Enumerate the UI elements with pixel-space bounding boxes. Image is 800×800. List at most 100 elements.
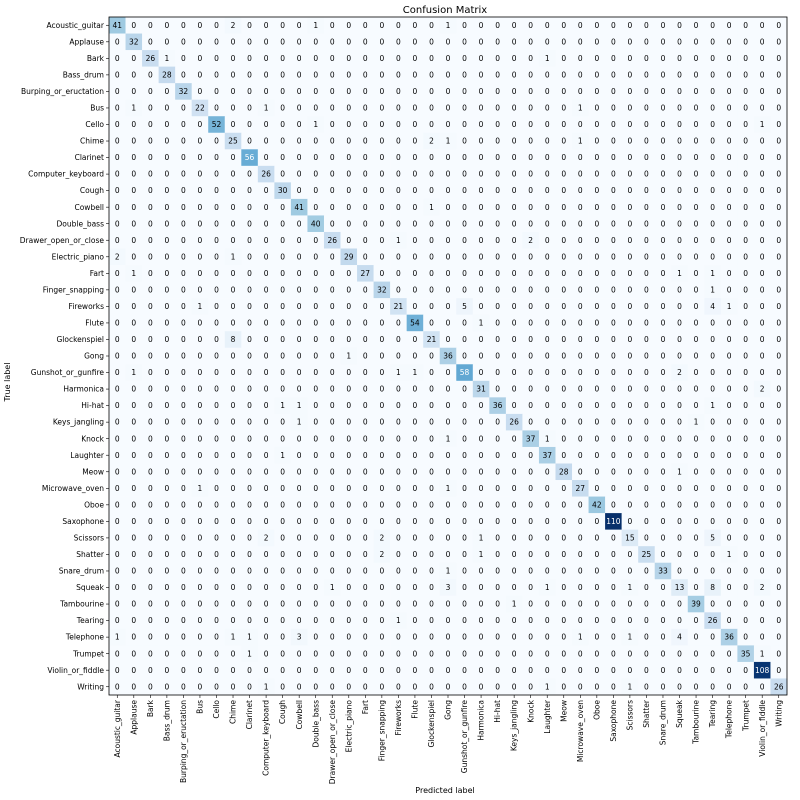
cell-value-label: 0 [727,70,732,79]
cell-value-label: 0 [644,54,649,63]
cell-value-label: 0 [727,666,732,675]
cell-value-label: 0 [611,21,616,30]
cell-value-label: 58 [460,368,470,377]
cell-value-label: 0 [413,21,418,30]
cell-value-label: 0 [628,236,633,245]
y-tick-label: Drawer_open_or_close [20,236,105,245]
cell-value-label: 0 [214,517,219,526]
heatmap-cell [323,215,341,233]
cell-value-label: 0 [628,451,633,460]
heatmap-cell [555,17,573,34]
cell-value-label: 0 [313,467,318,476]
cell-value-label: 0 [280,352,285,361]
cell-value-label: 0 [743,633,748,642]
cell-value-label: 0 [181,54,186,63]
cell-value-label: 0 [181,500,186,509]
heatmap-cell [704,149,722,167]
cell-value-label: 0 [495,633,500,642]
heatmap-cell [323,50,341,67]
heatmap-cell [373,99,391,117]
heatmap-cell [654,99,672,117]
heatmap-cell [737,17,755,34]
heatmap-cell [538,99,556,117]
cell-value-label: 0 [760,633,765,642]
heatmap-cell [357,33,374,51]
cell-value-label: 27 [576,484,586,493]
cell-value-label: 0 [379,401,384,410]
heatmap-cell [175,99,192,117]
cell-value-label: 0 [115,352,120,361]
heatmap-cell [257,17,275,34]
cell-value-label: 0 [346,87,351,96]
cell-value-label: 0 [462,583,467,592]
heatmap-cell [290,198,308,216]
heatmap-cell [357,99,374,117]
cell-value-label: 0 [313,550,318,559]
cell-value-label: 0 [131,517,136,526]
cell-value-label: 56 [245,153,255,162]
cell-value-label: 0 [743,87,748,96]
cell-value-label: 0 [164,534,169,543]
cell-value-label: 0 [115,418,120,427]
cell-value-label: 0 [628,54,633,63]
cell-value-label: 0 [363,517,368,526]
cell-value-label: 0 [247,467,252,476]
cell-value-label: 0 [264,236,269,245]
cell-value-label: 0 [181,682,186,691]
cell-value-label: 0 [148,269,153,278]
heatmap-cell [522,165,540,183]
heatmap-cell [175,66,192,84]
heatmap-cell [307,99,325,117]
cell-value-label: 0 [528,170,533,179]
cell-value-label: 0 [363,600,368,609]
cell-value-label: 0 [611,170,616,179]
cell-value-label: 0 [594,153,599,162]
cell-value-label: 0 [776,616,781,625]
cell-value-label: 0 [528,517,533,526]
y-tick-label: Laughter [70,451,105,460]
cell-value-label: 0 [313,203,318,212]
cell-value-label: 0 [594,54,599,63]
cell-value-label: 0 [628,385,633,394]
cell-value-label: 0 [330,21,335,30]
cell-value-label: 0 [330,666,335,675]
cell-value-label: 0 [727,451,732,460]
x-tick-label: Saxophone [609,700,618,742]
cell-value-label: 0 [247,418,252,427]
cell-value-label: 0 [727,219,732,228]
cell-value-label: 0 [231,401,236,410]
cell-value-label: 0 [131,600,136,609]
y-tick-label: Saxophone [62,517,104,526]
heatmap-cell [274,83,292,100]
cell-value-label: 0 [727,54,732,63]
heatmap-cell [125,83,143,100]
cell-value-label: 0 [148,219,153,228]
heatmap-cell [158,149,176,167]
y-axis-ticks: Acoustic_guitarApplauseBarkBass_drumBurp… [20,21,109,691]
heatmap-cell [241,165,259,183]
cell-value-label: 0 [611,269,616,278]
cell-value-label: 0 [611,550,616,559]
cell-value-label: 0 [578,120,583,129]
cell-value-label: 0 [628,120,633,129]
cell-value-label: 0 [677,484,682,493]
cell-value-label: 0 [131,567,136,576]
cell-value-label: 0 [280,236,285,245]
cell-value-label: 0 [776,666,781,675]
x-tick-label: Computer_keyboard [262,700,271,776]
cell-value-label: 0 [677,600,682,609]
cell-value-label: 0 [628,37,633,46]
cell-value-label: 0 [512,302,517,311]
cell-value-label: 0 [578,335,583,344]
heatmap-cell [505,99,523,117]
cell-value-label: 0 [743,203,748,212]
cell-value-label: 0 [561,385,566,394]
cell-value-label: 0 [330,434,335,443]
cell-value-label: 1 [164,54,169,63]
cell-value-label: 0 [313,583,318,592]
cell-value-label: 0 [429,21,434,30]
cell-value-label: 0 [148,70,153,79]
cell-value-label: 0 [429,583,434,592]
cell-value-label: 0 [330,104,335,113]
cell-value-label: 0 [313,616,318,625]
